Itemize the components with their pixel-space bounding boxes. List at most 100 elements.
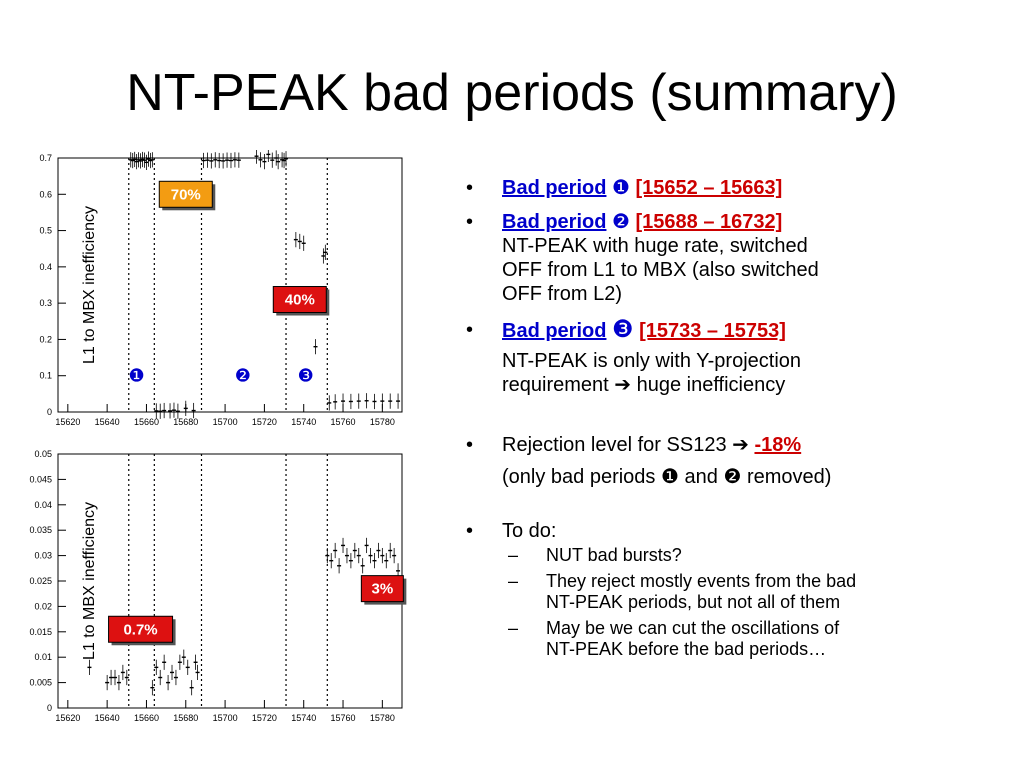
bullet-dot: • — [466, 177, 474, 199]
y-tick-label: 0.2 — [39, 334, 52, 344]
y-tick-label: 0.1 — [39, 371, 52, 381]
x-tick-label: 15740 — [291, 417, 316, 427]
bullet-bad-period-1: • Bad period ❶ [15652 – 15663] — [458, 176, 1018, 200]
rejection-note: (only bad periods ❶ and ❷ removed) — [458, 465, 1018, 489]
todo-heading: To do: — [502, 520, 557, 542]
period-number-2: ❷ — [723, 466, 742, 488]
y-tick-label: 0 — [47, 407, 52, 417]
todo-line: NT-PEAK before the bad periods… — [546, 639, 827, 659]
dash: – — [508, 571, 519, 591]
y-tick-label: 0.025 — [29, 576, 52, 586]
note-text: requirement — [502, 374, 609, 396]
bad-period-label: Bad period — [502, 211, 607, 233]
y-tick-label: 0.04 — [34, 500, 52, 510]
bad-period-3-note: NT-PEAK is only with Y-projection requir… — [458, 349, 1018, 397]
bullet-todo: • To do: — [458, 519, 1018, 543]
x-tick-label: 15760 — [331, 713, 356, 723]
y-tick-label: 0.3 — [39, 298, 52, 308]
note-text: huge inefficiency — [636, 374, 786, 396]
x-tick-label: 15620 — [55, 713, 80, 723]
todo-item: – They reject mostly events from the bad… — [458, 571, 1018, 613]
y-tick-label: 0.6 — [39, 189, 52, 199]
bullet-bad-period-3: • Bad period ❸ [15733 – 15753] — [458, 318, 1018, 343]
x-tick-label: 15640 — [95, 713, 120, 723]
note-text: removed) — [746, 466, 832, 488]
y-tick-label: 0.03 — [34, 551, 52, 561]
plot-frame — [57, 453, 403, 709]
period-number-label: ❶ — [129, 366, 145, 386]
annotation-label: 70% — [171, 186, 201, 203]
period-number-2: ❷ — [612, 211, 630, 233]
annotation-box — [360, 575, 404, 603]
x-tick-label: 15780 — [370, 417, 395, 427]
bullet-bad-period-2: • Bad period ❷ [15688 – 16732] — [458, 210, 1018, 234]
y-tick-label: 0.7 — [39, 153, 52, 163]
y-tick-label: 0.005 — [29, 678, 52, 688]
dash: – — [508, 545, 519, 565]
x-tick-label: 15720 — [252, 713, 277, 723]
annotation-label: 3% — [371, 581, 393, 598]
dash: – — [508, 618, 519, 638]
bullet-rejection-level: • Rejection level for SS123 ➔ -18% — [458, 433, 1018, 457]
todo-item: – NUT bad bursts? — [458, 545, 1018, 566]
x-tick-label: 15780 — [370, 713, 395, 723]
y-axis-label: L1 to MBX inefficiency — [81, 206, 98, 364]
y-tick-label: 0 — [47, 703, 52, 713]
bullet-dot: • — [466, 434, 474, 456]
todo-item: – May be we can cut the oscillations of … — [458, 618, 1018, 660]
period-range: [15733 – 15753] — [639, 320, 786, 342]
x-tick-label: 15640 — [95, 417, 120, 427]
x-tick-label: 15760 — [331, 417, 356, 427]
bullet-dot: • — [466, 211, 474, 233]
slide-title: NT-PEAK bad periods (summary) — [126, 64, 898, 122]
inefficiency-chart-top: 0 0.1 0.2 0.3 0.4 0.5 0.6 0.7 15620 15640 15660 156… — [39, 150, 403, 427]
y-tick-label: 0.015 — [29, 627, 52, 637]
annotation-box — [158, 180, 213, 208]
x-tick-label: 15660 — [134, 417, 159, 427]
arrow-icon: ➔ — [732, 434, 749, 456]
x-tick-label: 15700 — [213, 713, 238, 723]
y-tick-label: 0.4 — [39, 262, 52, 272]
y-tick-label: 0.05 — [34, 449, 52, 459]
arrow-icon: ➔ — [614, 374, 632, 396]
annotation-label: 40% — [285, 292, 315, 309]
period-number-3: ❸ — [612, 316, 634, 343]
y-axis-label: L1 to MBX inefficiency — [81, 502, 98, 660]
plot-frame — [57, 157, 403, 413]
period-number-label: ❷ — [235, 366, 251, 386]
bad-period-2-note: NT-PEAK with huge rate, switched OFF fro… — [458, 234, 1018, 306]
x-tick-label: 15680 — [173, 713, 198, 723]
inefficiency-chart-bottom: 0 0.005 0.01 0.015 0.02 0.025 0.03 0.035 0.04 0.0… — [29, 449, 407, 723]
x-tick-label: 15620 — [55, 417, 80, 427]
rejection-value: -18% — [754, 434, 802, 456]
bullet-list: • Bad period ❶ [15652 – 15663] • Bad per… — [458, 176, 1018, 660]
todo-line: NT-PEAK periods, but not all of them — [546, 592, 841, 612]
y-tick-label: 0.045 — [29, 474, 52, 484]
note-text: and — [684, 466, 718, 488]
x-tick-label: 15720 — [252, 417, 277, 427]
note-line: requirement ➔ huge inefficiency — [502, 373, 1018, 397]
annotation-box — [108, 615, 174, 643]
y-tick-label: 0.02 — [34, 601, 52, 611]
note-line: OFF from L2) — [502, 283, 623, 305]
bad-period-label: Bad period — [502, 177, 607, 199]
y-tick-label: 0.01 — [34, 652, 52, 662]
rejection-text: Rejection level for SS123 — [502, 434, 727, 456]
bullet-dot: • — [466, 319, 474, 341]
period-number-label: ❸ — [298, 366, 314, 386]
x-tick-label: 15700 — [213, 417, 238, 427]
note-line: NT-PEAK is only with Y-projection — [502, 350, 802, 372]
todo-line: They reject mostly events from the bad — [546, 571, 857, 591]
note-line: OFF from L1 to MBX (also switched — [502, 259, 819, 281]
period-number-1: ❶ — [661, 466, 679, 488]
note-text: (only bad periods — [502, 466, 656, 488]
period-range: [15688 – 16732] — [635, 211, 783, 233]
y-tick-label: 0.035 — [29, 525, 52, 535]
todo-line: May be we can cut the oscillations of — [546, 618, 840, 638]
todo-line: NUT bad bursts? — [546, 545, 682, 565]
period-range: [15652 – 15663] — [635, 177, 783, 199]
y-tick-label: 0.5 — [39, 226, 52, 236]
bullet-dot: • — [466, 520, 474, 542]
bad-period-label: Bad period — [502, 320, 607, 342]
period-number-1: ❶ — [612, 177, 630, 199]
